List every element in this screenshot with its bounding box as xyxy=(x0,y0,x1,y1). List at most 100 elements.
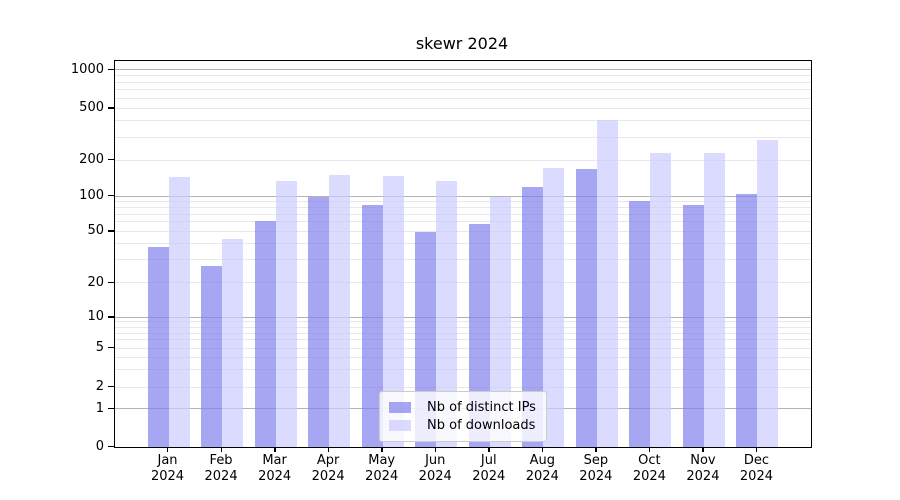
y-gridline-minor xyxy=(115,282,811,284)
y-gridline-major xyxy=(115,316,811,318)
y-tick-label: 10 xyxy=(87,309,104,325)
y-gridline-minor xyxy=(115,213,811,215)
x-tick-label: Aug 2024 xyxy=(525,453,559,484)
bar-nb-of-distinct-ips xyxy=(147,247,169,447)
y-tick-label: 200 xyxy=(79,152,104,168)
x-tick-mark xyxy=(327,447,330,452)
bar-nb-of-downloads xyxy=(222,238,244,447)
y-gridline-minor xyxy=(115,259,811,261)
x-tick-mark xyxy=(648,447,651,452)
y-gridline-major xyxy=(115,69,811,71)
y-tick-label: 2 xyxy=(95,379,104,395)
x-tick-mark xyxy=(220,447,222,452)
x-tick-mark xyxy=(274,447,276,452)
y-tick-mark xyxy=(108,281,114,284)
y-tick-mark xyxy=(108,386,114,388)
y-tick-mark xyxy=(108,107,114,109)
y-gridline-minor xyxy=(115,136,811,138)
x-tick-label: Jul 2024 xyxy=(472,453,506,484)
y-gridline-minor xyxy=(115,339,811,341)
y-gridline-minor xyxy=(115,75,811,77)
legend-label-downloads: Nb of downloads xyxy=(427,418,536,433)
y-tick-label: 5 xyxy=(95,340,104,356)
y-tick-mark xyxy=(108,68,114,71)
legend-item-downloads: Nb of downloads xyxy=(389,417,536,434)
x-tick-label: Dec 2024 xyxy=(739,453,773,484)
y-gridline-minor xyxy=(115,332,811,334)
bar-nb-of-downloads xyxy=(275,180,297,447)
legend-item-distinct-ips: Nb of distinct IPs xyxy=(389,399,536,416)
x-tick-label: Jan 2024 xyxy=(150,453,185,484)
x-tick-label: Feb 2024 xyxy=(204,453,238,484)
y-gridline-minor xyxy=(115,369,811,371)
y-tick-mark xyxy=(108,159,114,161)
chart-title: skewr 2024 xyxy=(415,34,509,53)
x-tick-mark xyxy=(702,447,704,452)
x-tick-mark xyxy=(434,447,437,452)
x-tick-mark xyxy=(381,447,383,452)
y-tick-mark xyxy=(108,407,114,410)
y-tick-mark xyxy=(108,445,114,447)
y-gridline-minor xyxy=(115,357,811,359)
x-tick-label: Mar 2024 xyxy=(258,453,292,484)
x-tick-label: Jun 2024 xyxy=(418,453,452,484)
y-gridline-minor xyxy=(115,120,811,122)
y-tick-label: 20 xyxy=(87,274,104,290)
x-tick-label: Apr 2024 xyxy=(311,453,345,484)
y-tick-label: 1 xyxy=(95,400,104,416)
y-gridline-minor xyxy=(115,347,811,349)
y-tick-label: 1000 xyxy=(70,61,104,77)
y-tick-mark xyxy=(108,347,114,349)
y-gridline-minor xyxy=(115,200,811,202)
x-tick-label: Nov 2024 xyxy=(686,453,720,484)
y-tick-mark xyxy=(108,230,114,232)
bar-nb-of-distinct-ips xyxy=(361,204,383,447)
y-gridline-minor xyxy=(115,230,811,232)
legend-label-distinct-ips: Nb of distinct IPs xyxy=(427,400,536,415)
bar-nb-of-distinct-ips xyxy=(522,187,544,447)
y-gridline-minor xyxy=(115,206,811,208)
x-tick-mark xyxy=(595,447,597,452)
bar-nb-of-downloads xyxy=(596,120,618,447)
y-gridline-minor xyxy=(115,81,811,83)
y-gridline-minor xyxy=(115,107,811,109)
x-tick-mark xyxy=(541,447,544,452)
y-gridline-minor xyxy=(115,221,811,223)
y-tick-mark xyxy=(108,316,114,318)
y-gridline-major xyxy=(115,195,811,197)
x-tick-mark xyxy=(755,447,758,452)
y-gridline-minor xyxy=(115,89,811,91)
x-tick-label: Sep 2024 xyxy=(579,453,613,484)
bar-nb-of-distinct-ips xyxy=(308,196,330,447)
y-gridline-minor xyxy=(115,321,811,323)
bar-nb-of-distinct-ips xyxy=(629,200,651,447)
bar-nb-of-distinct-ips xyxy=(682,204,704,447)
bar-nb-of-downloads xyxy=(329,174,351,447)
bar-nb-of-downloads xyxy=(168,177,190,447)
y-gridline-minor xyxy=(115,159,811,161)
bar-nb-of-downloads xyxy=(703,152,725,447)
y-tick-label: 500 xyxy=(79,100,104,116)
x-tick-mark xyxy=(488,447,490,452)
y-tick-label: 0 xyxy=(95,438,104,454)
y-tick-label: 50 xyxy=(87,223,104,239)
plot-area xyxy=(114,60,812,448)
legend-swatch-downloads xyxy=(389,420,411,431)
y-gridline-minor xyxy=(115,326,811,328)
bar-nb-of-distinct-ips xyxy=(575,169,597,447)
x-tick-mark xyxy=(167,447,169,452)
y-tick-label: 100 xyxy=(79,187,104,203)
y-gridline-minor xyxy=(115,386,811,388)
x-tick-label: Oct 2024 xyxy=(632,453,666,484)
y-gridline-minor xyxy=(115,97,811,99)
legend: Nb of distinct IPs Nb of downloads xyxy=(379,391,547,442)
legend-swatch-distinct-ips xyxy=(389,402,411,413)
bar-nb-of-distinct-ips xyxy=(201,266,223,447)
x-tick-label: May 2024 xyxy=(365,453,399,484)
bar-nb-of-downloads xyxy=(757,139,779,447)
bar-nb-of-downloads xyxy=(436,180,458,447)
bar-nb-of-distinct-ips xyxy=(736,193,758,447)
bar-nb-of-distinct-ips xyxy=(254,220,276,447)
y-tick-mark xyxy=(108,194,114,197)
